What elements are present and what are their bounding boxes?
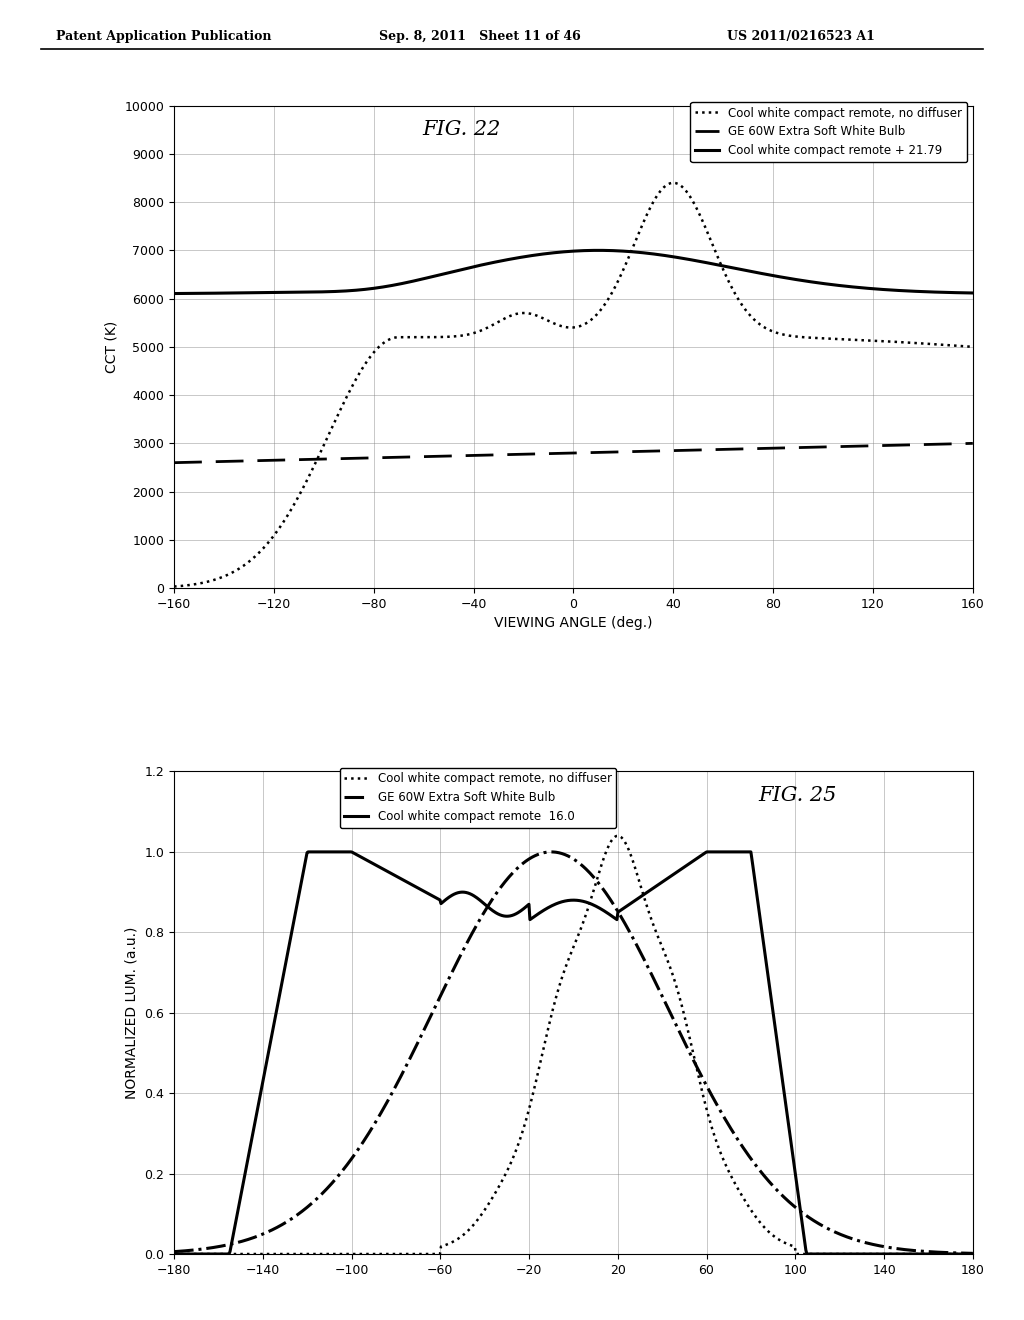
Legend: Cool white compact remote, no diffuser, GE 60W Extra Soft White Bulb, Cool white: Cool white compact remote, no diffuser, … <box>340 768 616 828</box>
Text: Sep. 8, 2011   Sheet 11 of 46: Sep. 8, 2011 Sheet 11 of 46 <box>379 30 581 44</box>
X-axis label: VIEWING ANGLE (deg.): VIEWING ANGLE (deg.) <box>495 616 652 631</box>
Text: FIG. 25: FIG. 25 <box>758 785 837 805</box>
Text: FIG. 22: FIG. 22 <box>423 120 501 139</box>
Y-axis label: CCT (K): CCT (K) <box>104 321 119 374</box>
Text: Patent Application Publication: Patent Application Publication <box>56 30 271 44</box>
Legend: Cool white compact remote, no diffuser, GE 60W Extra Soft White Bulb, Cool white: Cool white compact remote, no diffuser, … <box>690 102 967 162</box>
Y-axis label: NORMALIZED LUM. (a.u.): NORMALIZED LUM. (a.u.) <box>125 927 139 1100</box>
Text: US 2011/0216523 A1: US 2011/0216523 A1 <box>727 30 874 44</box>
